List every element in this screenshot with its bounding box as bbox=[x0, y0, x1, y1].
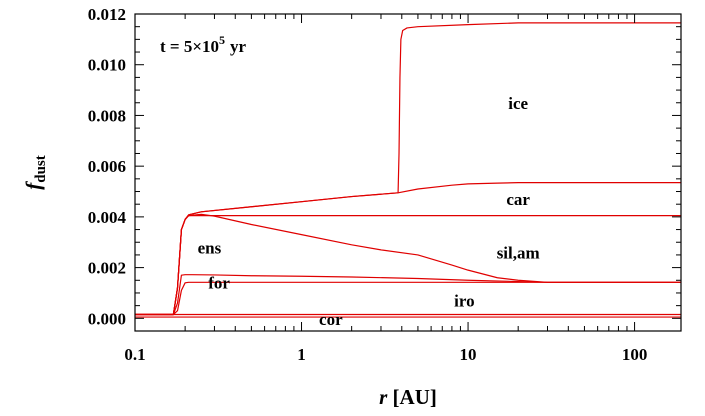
y-tick-label: 0.010 bbox=[88, 56, 126, 75]
series-line-5 bbox=[135, 213, 681, 316]
y-tick-label: 0.012 bbox=[88, 5, 126, 24]
y-tick-label: 0.008 bbox=[88, 106, 126, 125]
y-tick-label: 0.002 bbox=[88, 259, 126, 278]
x-tick-label: 10 bbox=[460, 345, 477, 364]
annotation-exponent: 5 bbox=[219, 33, 225, 47]
x-axis-title-rest: [AU] bbox=[387, 385, 437, 409]
annotation-times: × bbox=[192, 37, 202, 56]
region-label-ens: ens bbox=[198, 238, 222, 257]
region-label-cor: cor bbox=[319, 310, 343, 329]
y-axis-title: fdust bbox=[21, 155, 49, 190]
series-line-4 bbox=[135, 274, 681, 316]
series-line-3 bbox=[135, 281, 681, 316]
region-label-for: for bbox=[208, 273, 230, 292]
y-tick-label: 0.006 bbox=[88, 157, 126, 176]
y-axis-title-main: f bbox=[21, 181, 45, 190]
y-axis-title-sub: dust bbox=[33, 155, 49, 183]
region-label-car: car bbox=[506, 190, 530, 209]
region-label-iro: iro bbox=[454, 292, 474, 311]
region-label-ice: ice bbox=[508, 94, 528, 113]
y-tick-label: 0.004 bbox=[88, 208, 127, 227]
region-label-sil-am: sil,am bbox=[497, 243, 540, 262]
tick-layer: 0.1 1 10 100 0.000 0.002 0.004 0.006 0.008 0.010 0… bbox=[88, 5, 681, 364]
y-tick-label: 0.000 bbox=[88, 309, 126, 328]
series-line-6 bbox=[135, 215, 681, 316]
annotation-base: 10 bbox=[202, 37, 219, 56]
series-line-8 bbox=[135, 22, 681, 316]
time-annotation: t = 5×105 yr bbox=[160, 33, 247, 56]
x-axis-title-italic: r bbox=[379, 385, 388, 409]
series-layer bbox=[135, 22, 681, 318]
x-axis-title: r [AU] bbox=[379, 385, 437, 409]
annotation-unit: yr bbox=[230, 37, 247, 56]
x-tick-label: 0.1 bbox=[124, 345, 145, 364]
x-tick-label: 100 bbox=[622, 345, 648, 364]
annotation-prefix: t = 5 bbox=[160, 37, 192, 56]
region-label-layer: ice car sil,am ens for iro cor bbox=[198, 94, 540, 329]
x-tick-label: 1 bbox=[297, 345, 306, 364]
plot-frame bbox=[134, 13, 682, 332]
